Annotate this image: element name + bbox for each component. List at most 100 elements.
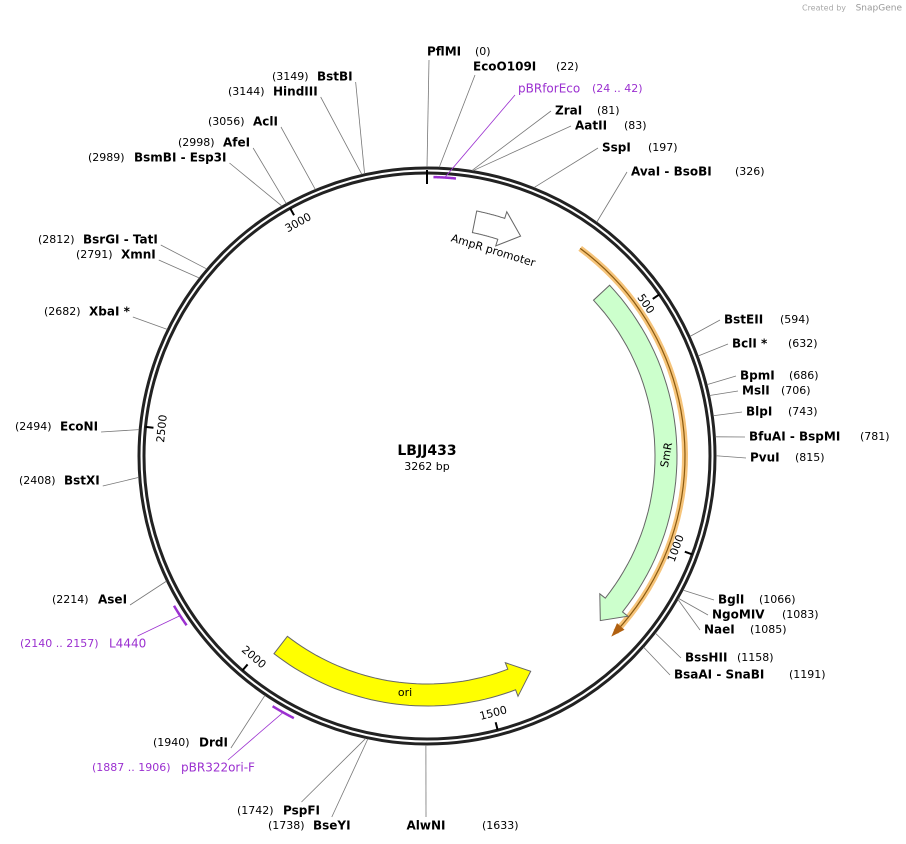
site-name: AvaI - BsoBI xyxy=(631,165,712,179)
site-position: (326) xyxy=(735,165,765,178)
site-name: SspI xyxy=(602,141,631,155)
site-leader xyxy=(320,96,363,175)
credit-prefix: Created by xyxy=(802,4,846,13)
site-leader xyxy=(715,455,747,459)
orange-arc-line xyxy=(579,247,686,633)
site-position: (781) xyxy=(860,430,890,443)
site-position: (1633) xyxy=(482,819,519,832)
site-position: (2682) xyxy=(44,305,81,318)
site-position: (594) xyxy=(780,313,810,326)
site-position: (0) xyxy=(475,45,491,58)
site-position: (81) xyxy=(597,104,620,117)
site-name: BglI xyxy=(718,593,744,607)
primer-leader xyxy=(227,712,284,761)
site-leader xyxy=(713,411,743,417)
feature-arrow xyxy=(471,210,522,247)
site-leader xyxy=(426,59,430,168)
site-position: (2494) xyxy=(15,420,52,433)
site-position: (2989) xyxy=(88,151,125,164)
site-name: AclI xyxy=(253,115,278,129)
site-leader xyxy=(596,171,628,223)
site-leader xyxy=(643,646,671,676)
ring-tick-label: 2500 xyxy=(154,414,170,443)
site-position: (743) xyxy=(788,405,818,418)
site-leader xyxy=(280,126,316,190)
site-position: (197) xyxy=(648,141,678,154)
site-leader xyxy=(706,375,737,386)
primer-position: (1887 .. 1906) xyxy=(92,761,171,774)
site-leader xyxy=(438,74,476,168)
credit-brand: SnapGene xyxy=(856,4,903,14)
site-leader xyxy=(709,390,739,396)
site-name: BseYI xyxy=(313,819,351,833)
site-position: (3056) xyxy=(208,115,245,128)
site-leader xyxy=(101,429,140,433)
site-name: AfeI xyxy=(223,136,250,150)
site-leader xyxy=(301,738,366,803)
site-leader xyxy=(682,589,715,601)
site-name: BlpI xyxy=(746,405,772,419)
site-position: (1158) xyxy=(737,651,774,664)
site-name: MslI xyxy=(742,384,770,398)
site-leader xyxy=(252,147,287,204)
site-leader xyxy=(160,244,207,270)
site-name: XmnI xyxy=(121,248,156,262)
primer-leader xyxy=(444,94,516,178)
site-name: DrdI xyxy=(199,736,228,750)
site-leader xyxy=(129,580,167,606)
site-leader xyxy=(655,632,682,659)
site-name: BstXI xyxy=(64,474,100,488)
ring-tick xyxy=(241,663,249,672)
primer-name: pBR322ori-F xyxy=(181,761,255,775)
ring-tick xyxy=(289,207,295,216)
site-name: PflMI xyxy=(427,45,461,59)
primer-name: pBRforEco xyxy=(518,82,580,96)
orange-arrowhead xyxy=(611,623,625,637)
site-name: BpmI xyxy=(740,369,775,383)
site-position: (3149) xyxy=(272,70,309,83)
site-name: AatII xyxy=(575,119,607,133)
site-name: AseI xyxy=(98,593,127,607)
site-name: NaeI xyxy=(704,623,735,637)
site-leader xyxy=(229,162,283,207)
ring-tick-label: 1000 xyxy=(665,533,687,564)
site-name: NgoMIV xyxy=(712,608,765,622)
ring-tick xyxy=(145,425,154,429)
backbone-outer xyxy=(137,166,717,746)
site-name: BclI * xyxy=(732,337,768,351)
site-leader xyxy=(331,738,369,818)
feature-arrow xyxy=(273,635,532,707)
site-position: (1066) xyxy=(759,593,796,606)
site-leader xyxy=(471,110,552,171)
site-position: (2214) xyxy=(52,593,89,606)
site-name: BsmBI - Esp3I xyxy=(134,151,226,165)
site-position: (2998) xyxy=(178,136,215,149)
site-position: (2408) xyxy=(19,474,56,487)
plasmid-length: 3262 bp xyxy=(404,460,449,473)
site-position: (2812) xyxy=(38,233,75,246)
site-position: (706) xyxy=(781,384,811,397)
site-leader xyxy=(158,259,200,279)
primer-name: L4440 xyxy=(109,637,146,651)
plasmid-name: LBJJ433 xyxy=(397,443,456,459)
site-leader xyxy=(472,125,572,172)
site-name: BstEII xyxy=(724,313,763,327)
site-name: ZraI xyxy=(555,104,582,118)
site-leader xyxy=(689,319,721,337)
site-name: HindIII xyxy=(273,85,318,99)
site-leader xyxy=(697,343,729,357)
site-position: (815) xyxy=(795,451,825,464)
site-leader xyxy=(132,316,168,330)
feature-label: SmR xyxy=(658,441,675,469)
ring-tick-label: 1500 xyxy=(478,703,508,723)
feature-arrow xyxy=(592,284,678,622)
site-name: PspFI xyxy=(283,804,320,818)
site-leader xyxy=(677,599,701,631)
site-name: BstBI xyxy=(317,70,353,84)
site-position: (1191) xyxy=(789,668,826,681)
site-leader xyxy=(678,598,709,616)
primer-leader xyxy=(137,615,181,637)
primer-position: (24 .. 42) xyxy=(592,82,643,95)
site-name: AlwNI xyxy=(407,819,446,833)
